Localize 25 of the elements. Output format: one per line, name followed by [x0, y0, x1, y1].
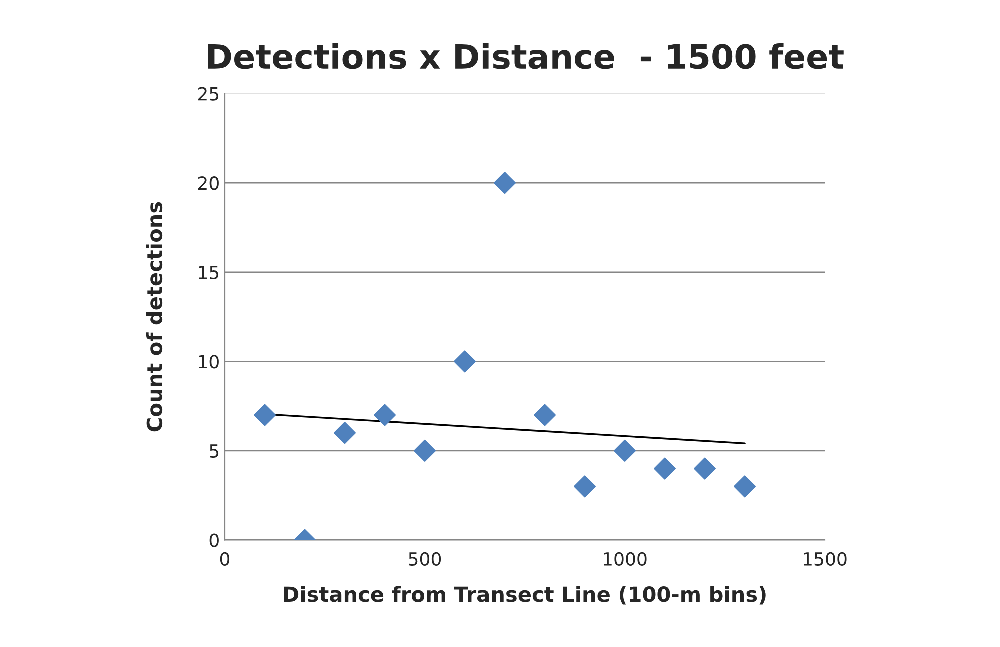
point [694, 458, 716, 480]
y-tick-label: 25 [198, 87, 219, 101]
point [534, 404, 556, 426]
point [414, 440, 436, 462]
y-tick-label: 20 [198, 176, 219, 190]
y-axis-title: Count of detections [146, 202, 163, 432]
point [654, 458, 676, 480]
point [374, 404, 396, 426]
x-tick-label: 1500 [804, 552, 847, 566]
point [734, 476, 756, 498]
y-tick-label: 5 [210, 444, 219, 458]
point [334, 422, 356, 444]
x-tick-label: 1000 [604, 552, 647, 566]
y-tick-label: 0 [210, 534, 219, 548]
point [254, 404, 276, 426]
point [574, 476, 596, 498]
x-tick-label: 0 [220, 552, 230, 566]
y-tick-label: 10 [199, 355, 219, 369]
point [614, 440, 636, 462]
chart-title: Detections x Distance - 1500 feet [208, 43, 844, 70]
point [454, 350, 476, 373]
x-tick-label: 500 [409, 552, 442, 566]
x-axis-title: Distance from Transect Line (100-m bins) [284, 586, 766, 605]
point [494, 172, 516, 194]
y-tick-label: 15 [199, 266, 219, 280]
